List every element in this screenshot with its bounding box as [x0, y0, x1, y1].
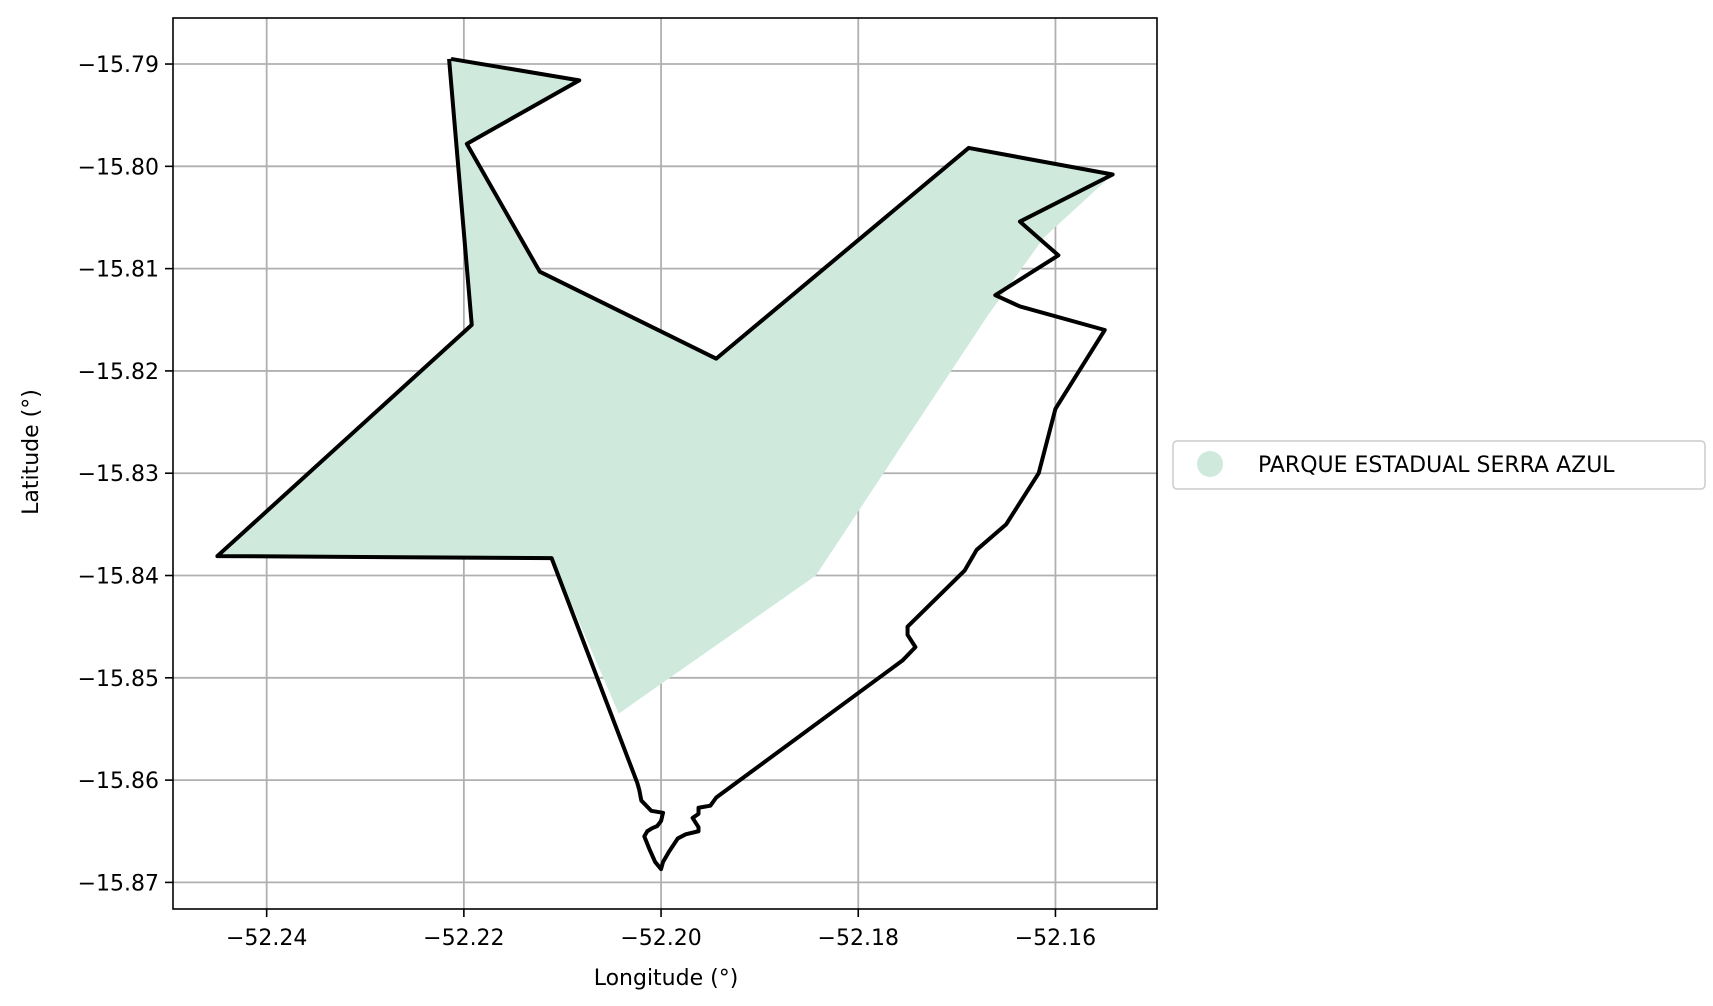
- legend-label: PARQUE ESTADUAL SERRA AZUL: [1258, 453, 1615, 478]
- y-tick-label-5: −15.84: [78, 565, 159, 590]
- y-tick-label-8: −15.87: [78, 871, 159, 896]
- y-tick-label-4: −15.83: [78, 462, 159, 487]
- x-tick-label-3: −52.18: [818, 926, 899, 951]
- legend-box: [1172, 440, 1706, 490]
- x-tick-label-2: −52.20: [620, 926, 701, 951]
- y-tick-label-3: −15.82: [78, 360, 159, 385]
- grid-lines: [173, 18, 1157, 909]
- park-boundary-outline: [215, 56, 1115, 872]
- park-filled-area: [217, 60, 1113, 714]
- legend-swatch: [1197, 451, 1223, 477]
- x-tick-label-1: −52.22: [423, 926, 504, 951]
- plot-frame: [172, 17, 1158, 910]
- x-tick-label-4: −52.16: [1015, 926, 1096, 951]
- y-axis-label: Latitude (°): [19, 389, 44, 515]
- y-tick-label-1: −15.80: [78, 155, 159, 180]
- legend: PARQUE ESTADUAL SERRA AZUL: [1172, 440, 1706, 490]
- x-tick-label-0: −52.24: [226, 926, 307, 951]
- y-tick-label-7: −15.86: [78, 769, 159, 794]
- y-tick-label-2: −15.81: [78, 258, 159, 283]
- x-axis-label: Longitude (°): [594, 966, 739, 991]
- x-axis-ticks: −52.24 −52.22 −52.20 −52.18 −52.16: [226, 909, 1096, 951]
- y-tick-label-6: −15.85: [78, 667, 159, 692]
- y-axis-ticks: −15.79 −15.80 −15.81 −15.82 −15.83 −15.84 −15.…: [78, 53, 173, 896]
- y-tick-label-0: −15.79: [78, 53, 159, 78]
